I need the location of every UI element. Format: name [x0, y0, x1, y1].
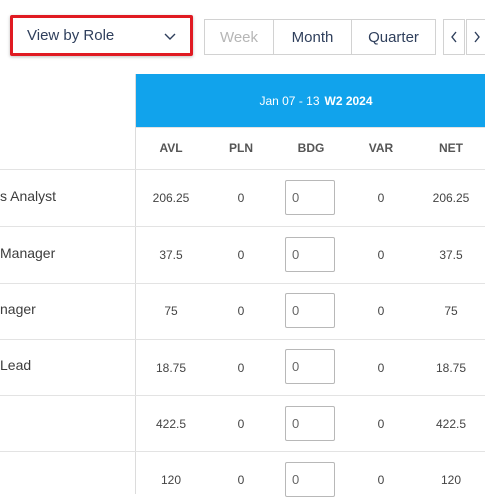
month-button[interactable]: Month	[274, 19, 352, 55]
grid-divider	[135, 74, 136, 494]
avl-value: 422.5	[155, 417, 187, 431]
net-value: 37.5	[439, 248, 463, 262]
role-label: s Analyst	[0, 188, 57, 204]
net-value: 120	[440, 473, 462, 487]
var-value: 0	[377, 304, 385, 318]
column-header-net: NET	[439, 141, 463, 155]
net-value: 75	[444, 304, 458, 318]
quarter-button[interactable]: Quarter	[352, 19, 436, 55]
column-header-bdg: BDG	[297, 141, 325, 155]
period-toggle: Week Month Quarter	[204, 19, 436, 55]
avl-value: 37.5	[159, 248, 183, 262]
avl-value: 120	[160, 473, 182, 487]
bdg-input[interactable]	[285, 237, 335, 272]
row-divider	[0, 226, 485, 227]
column-header-avl: AVL	[159, 141, 183, 155]
role-label: nager	[0, 301, 36, 317]
chevron-down-icon	[164, 33, 176, 40]
pln-value: 0	[237, 473, 245, 487]
pln-value: 0	[237, 304, 245, 318]
role-label: Manager	[0, 245, 56, 261]
var-value: 0	[377, 361, 385, 375]
net-value: 422.5	[435, 417, 467, 431]
bdg-input[interactable]	[285, 406, 335, 441]
next-period-button[interactable]	[466, 19, 485, 55]
week-date-range: Jan 07 - 13	[259, 93, 320, 108]
bdg-input[interactable]	[285, 293, 335, 328]
pln-value: 0	[237, 417, 245, 431]
bdg-input[interactable]	[285, 349, 335, 384]
pln-value: 0	[237, 248, 245, 262]
week-button[interactable]: Week	[204, 19, 274, 55]
row-divider	[0, 451, 485, 452]
previous-period-button[interactable]	[443, 19, 465, 55]
row-divider	[0, 283, 485, 284]
var-value: 0	[377, 191, 385, 205]
row-divider	[136, 127, 485, 128]
view-by-role-dropdown[interactable]: View by Role	[10, 15, 193, 56]
chevron-left-icon	[451, 31, 457, 43]
bdg-input[interactable]	[285, 462, 335, 497]
var-value: 0	[377, 473, 385, 487]
column-header-pln: PLN	[229, 141, 253, 155]
var-value: 0	[377, 248, 385, 262]
chevron-right-icon	[474, 31, 480, 43]
week-column-header: Jan 07 - 13 W2 2024	[136, 74, 485, 127]
role-label: Lead	[0, 357, 32, 373]
var-value: 0	[377, 417, 385, 431]
avl-value: 18.75	[155, 361, 187, 375]
view-by-role-label: View by Role	[27, 27, 115, 44]
net-value: 206.25	[432, 191, 470, 205]
pln-value: 0	[237, 361, 245, 375]
row-divider	[0, 395, 485, 396]
week-number: W2 2024	[324, 93, 373, 108]
net-value: 18.75	[435, 361, 467, 375]
pln-value: 0	[237, 191, 245, 205]
avl-value: 206.25	[152, 191, 190, 205]
column-header-var: VAR	[368, 141, 394, 155]
row-divider	[0, 339, 485, 340]
avl-value: 75	[164, 304, 178, 318]
row-divider	[0, 169, 485, 170]
bdg-input[interactable]	[285, 180, 335, 215]
